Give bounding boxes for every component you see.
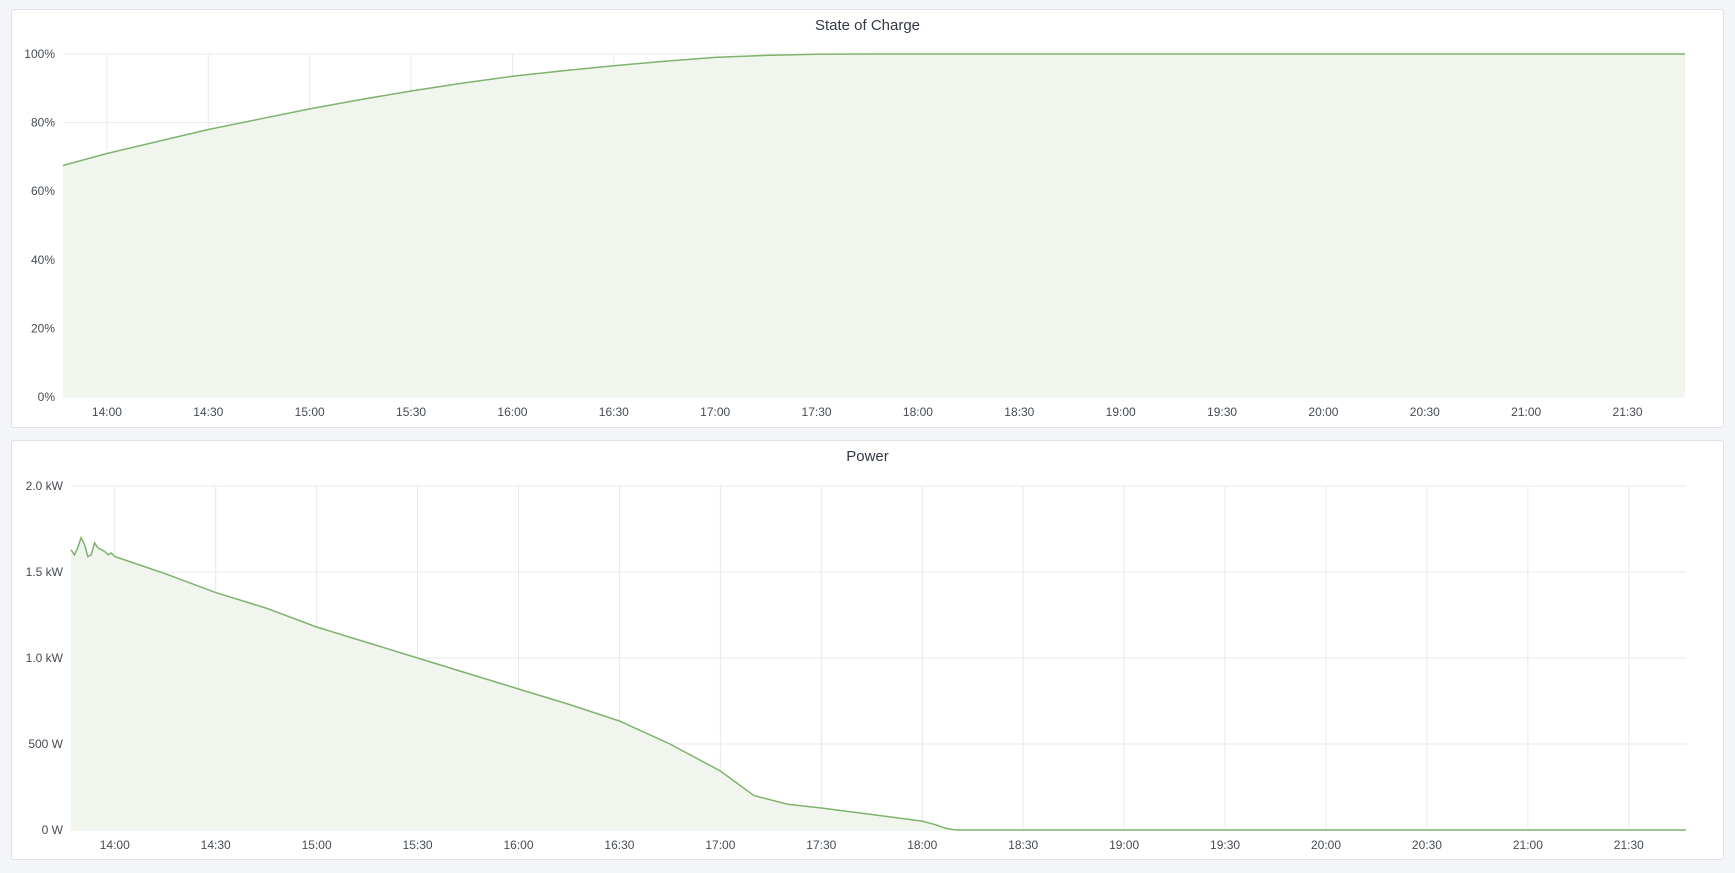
series-line	[70, 535, 1686, 831]
series-line	[62, 53, 1685, 167]
series-area	[71, 537, 1686, 830]
x-tick-label: 21:00	[1511, 405, 1541, 419]
y-tick-label: 1.0 kW	[26, 651, 64, 665]
x-tick-label: 18:00	[903, 405, 933, 419]
y-tick-label: 100%	[24, 47, 55, 61]
x-tick-label: 21:30	[1614, 838, 1644, 852]
panel-title: Power	[846, 448, 889, 465]
y-tick-label: 1.5 kW	[26, 565, 64, 579]
x-tick-label: 18:30	[1004, 405, 1034, 419]
x-tick-label: 16:00	[503, 838, 533, 852]
y-tick-label: 60%	[31, 184, 55, 198]
x-tick-label: 19:00	[1106, 405, 1136, 419]
x-tick-label: 17:00	[700, 405, 730, 419]
x-tick-label: 18:00	[907, 838, 937, 852]
x-tick-label: 15:00	[295, 405, 325, 419]
x-tick-label: 17:30	[802, 405, 832, 419]
x-tick-label: 14:00	[92, 405, 122, 419]
x-tick-label: 20:00	[1311, 838, 1341, 852]
x-tick-label: 19:00	[1109, 838, 1139, 852]
y-tick-label: 80%	[31, 116, 55, 130]
x-tick-label: 21:30	[1613, 405, 1643, 419]
x-tick-label: 20:30	[1410, 405, 1440, 419]
y-tick-label: 0%	[38, 390, 56, 404]
state-of-charge-panel: State of Charge 0% 20% 40% 60% 80% 100% 14:00 1…	[11, 9, 1724, 428]
x-tick-label: 15:30	[396, 405, 426, 419]
series-area	[63, 54, 1685, 397]
power-panel: Power 0 W 500 W 1.0 kW 1.5 kW 2.0 kW 14:00 14:…	[11, 440, 1724, 860]
x-tick-label: 16:30	[604, 838, 634, 852]
state-of-charge-chart: 0% 20% 40% 60% 80% 100% 14:00 14:30 15:00 15:30 16…	[24, 47, 1685, 419]
x-tick-label: 17:30	[806, 838, 836, 852]
y-tick-label: 20%	[31, 321, 55, 335]
x-tick-label: 20:30	[1412, 838, 1442, 852]
x-tick-label: 15:30	[403, 838, 433, 852]
x-tick-label: 19:30	[1210, 838, 1240, 852]
x-tick-label: 14:30	[193, 405, 223, 419]
x-tick-label: 18:30	[1008, 838, 1038, 852]
y-tick-label: 500 W	[28, 737, 63, 751]
y-tick-label: 0 W	[42, 823, 64, 837]
x-tick-label: 17:00	[705, 838, 735, 852]
x-tick-label: 20:00	[1308, 405, 1338, 419]
x-tick-label: 16:30	[599, 405, 629, 419]
y-tick-label: 2.0 kW	[26, 479, 64, 493]
power-chart: 0 W 500 W 1.0 kW 1.5 kW 2.0 kW 14:00 14:30 15:0…	[26, 479, 1686, 852]
x-tick-label: 14:30	[201, 838, 231, 852]
x-tick-label: 19:30	[1207, 405, 1237, 419]
panel-title: State of Charge	[814, 17, 921, 34]
y-tick-label: 40%	[31, 253, 55, 267]
x-tick-label: 14:00	[100, 838, 130, 852]
x-tick-label: 15:00	[302, 838, 332, 852]
x-tick-label: 21:00	[1513, 838, 1543, 852]
x-tick-label: 16:00	[497, 405, 527, 419]
